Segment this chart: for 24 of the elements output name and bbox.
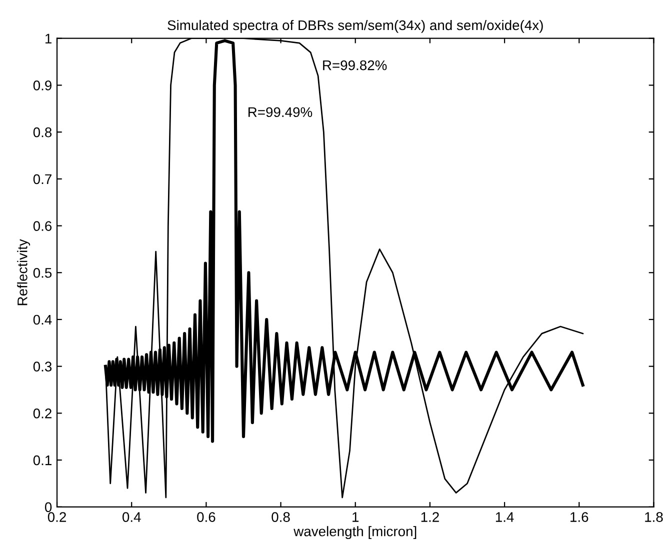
y-tick-label: 0.4 <box>33 314 52 325</box>
y-tick-label: 0.2 <box>33 408 52 418</box>
y-tick-label: 0.3 <box>33 362 52 372</box>
chart-title: Simulated spectra of DBRs sem/sem(34x) and sem/oxide(4x) <box>168 20 543 33</box>
y-tick-label: 0.7 <box>33 174 52 184</box>
annotation: R=99.82% <box>323 60 387 70</box>
y-tick-label: 0.9 <box>33 80 52 90</box>
y-tick-label: 0.6 <box>33 221 52 231</box>
y-tick-label: 1 <box>45 34 52 44</box>
x-tick-label: 0.4 <box>122 512 141 522</box>
x-tick-label: 1.2 <box>421 512 439 522</box>
x-axis-title: wavelength [micron] <box>294 526 416 540</box>
x-tick-label: 0.8 <box>272 512 290 522</box>
x-tick-label: 1 <box>352 512 359 522</box>
annotation: R=99.49% <box>248 107 312 118</box>
x-tick-label: 1.4 <box>496 512 514 522</box>
y-axis-title: Reflectivity <box>17 239 30 306</box>
y-tick-label: 0 <box>44 502 52 512</box>
x-tick-label: 0.6 <box>197 512 216 522</box>
x-tick-label: 1.8 <box>645 512 663 522</box>
y-tick-label: 0.5 <box>33 268 52 278</box>
y-tick-label: 0.8 <box>33 127 52 138</box>
y-tick-label: 0.1 <box>33 455 52 466</box>
x-tick-label: 1.6 <box>570 512 588 522</box>
